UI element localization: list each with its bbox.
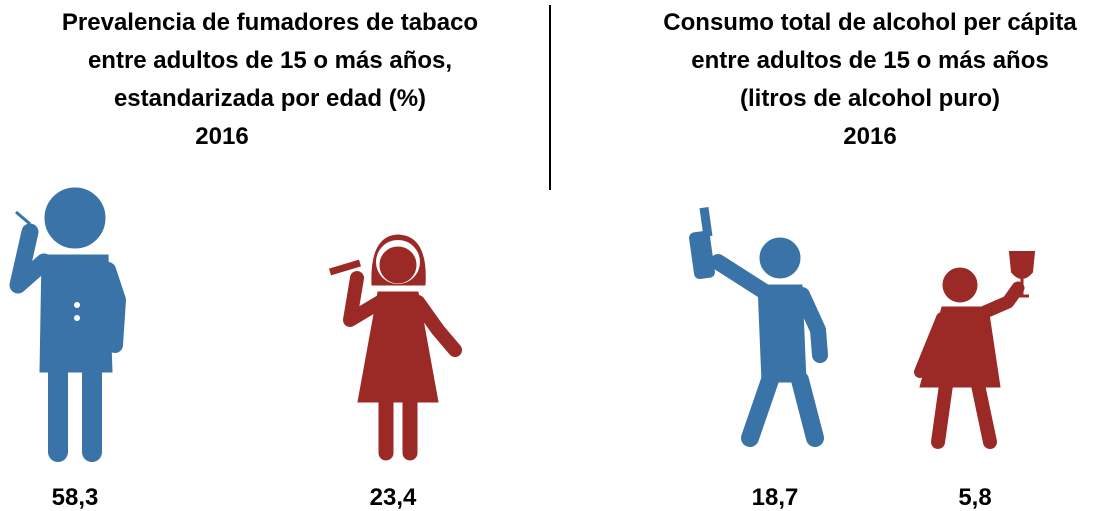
title-line: entre adultos de 15 o más años, bbox=[88, 47, 452, 74]
icon-part bbox=[330, 263, 360, 272]
year: 2016 bbox=[843, 123, 896, 150]
icon-part bbox=[985, 288, 1018, 312]
title-line: Prevalencia de fumadores de tabaco bbox=[62, 9, 478, 36]
icon-part bbox=[938, 385, 946, 442]
icon-part bbox=[760, 238, 800, 278]
icon-part bbox=[16, 212, 30, 224]
icon-part bbox=[74, 315, 80, 321]
value-label: 58,3 bbox=[52, 484, 99, 511]
infographic: Prevalencia de fumadores de tabaco entre… bbox=[0, 0, 1106, 511]
title-line: estandarizada por edad (%) bbox=[114, 85, 426, 112]
title-line: Consumo total de alcohol per cápita bbox=[663, 9, 1077, 36]
icon-part bbox=[108, 270, 118, 345]
value-label: 18,7 bbox=[752, 484, 799, 511]
value-label: 5,8 bbox=[958, 484, 991, 511]
icon-part bbox=[45, 188, 105, 248]
icon-part bbox=[718, 262, 765, 292]
icon-part bbox=[380, 247, 416, 283]
year: 2016 bbox=[195, 123, 248, 150]
icon-part bbox=[689, 231, 715, 279]
title-line: entre adultos de 15 o más años bbox=[691, 47, 1048, 74]
man-drinking-icon bbox=[689, 208, 820, 438]
icon-part bbox=[750, 380, 770, 438]
icon-part bbox=[978, 385, 990, 442]
value-label: 23,4 bbox=[370, 484, 417, 511]
woman-smoking-icon bbox=[330, 235, 455, 453]
icon-part bbox=[18, 232, 44, 285]
icon-part bbox=[1010, 252, 1034, 278]
icon-part bbox=[943, 268, 977, 302]
title-line: (litros de alcohol puro) bbox=[740, 85, 1000, 112]
icon-part bbox=[74, 302, 80, 308]
man-smoking-icon bbox=[16, 188, 118, 452]
woman-drinking-icon bbox=[920, 252, 1034, 442]
icon-part bbox=[800, 380, 815, 438]
